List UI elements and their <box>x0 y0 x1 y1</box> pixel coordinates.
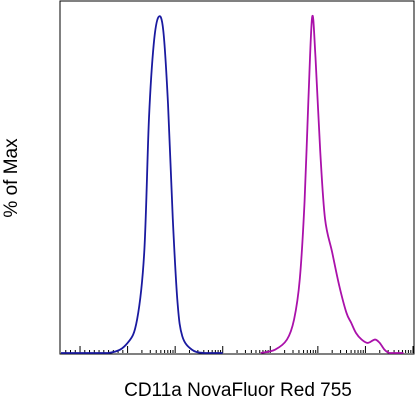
series-layer <box>61 14 404 354</box>
x-axis-label: CD11a NovaFluor Red 755 <box>124 380 352 401</box>
series-2-curve <box>260 14 404 354</box>
x-axis-ticks <box>65 346 414 353</box>
series-1-curve <box>61 15 223 354</box>
plot-frame <box>59 0 415 355</box>
y-axis-label: % of Max <box>1 138 22 218</box>
